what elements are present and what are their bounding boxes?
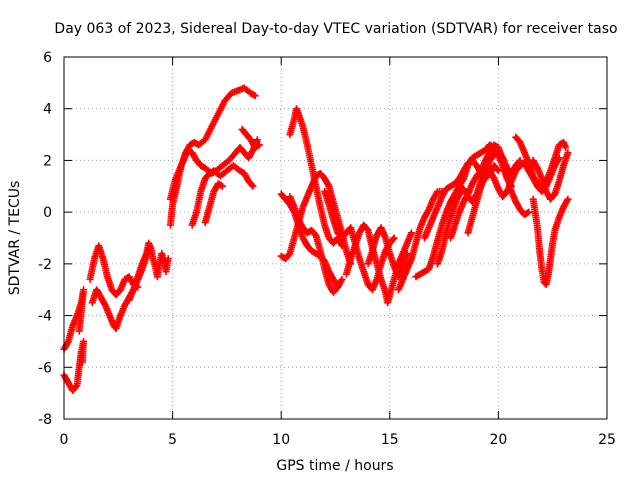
y-tick-label: -2 (38, 257, 52, 273)
data-point (248, 181, 256, 189)
y-tick-label: 4 (43, 102, 52, 118)
x-tick-label: 15 (381, 432, 399, 448)
data-point (494, 167, 502, 175)
data-point (564, 195, 572, 203)
data-point (408, 229, 416, 237)
data-point (564, 149, 572, 157)
data-point (254, 142, 262, 150)
x-tick-label: 0 (60, 432, 69, 448)
data-point (390, 234, 398, 242)
y-tick-label: -8 (38, 412, 52, 428)
axes: 0 5 10 15 20 25 -8 -6 -4 -2 0 2 4 6 (38, 50, 616, 448)
y-axis-label: SDTVAR / TECUs (7, 181, 23, 296)
data-point (389, 235, 397, 243)
series-track-15 (321, 187, 398, 294)
y-tick-label: 6 (43, 50, 52, 66)
data-point (250, 91, 258, 99)
data-point (78, 358, 86, 366)
data-point (523, 209, 531, 217)
series-track-13 (286, 105, 346, 250)
plot-frame (63, 56, 608, 420)
series-track-12 (277, 169, 355, 268)
data-point (164, 255, 172, 263)
x-tick-label: 25 (598, 432, 616, 448)
data-point (493, 165, 501, 173)
y-tick-label: 0 (43, 205, 52, 221)
x-tick-label: 20 (489, 432, 507, 448)
data-point (525, 208, 533, 216)
data-point (255, 141, 263, 149)
data-point (253, 136, 261, 144)
data-point (219, 182, 227, 190)
chart-title: Day 063 of 2023, Sidereal Day-to-day VTE… (54, 21, 617, 37)
data-point (403, 250, 411, 258)
series-track-18 (394, 187, 446, 294)
data-point (72, 383, 80, 391)
series-track-8 (188, 162, 257, 229)
series-track-17 (364, 224, 411, 281)
series-track-26 (525, 149, 572, 203)
series-track-10 (238, 125, 263, 151)
data-point (75, 327, 83, 335)
series-track-5 (125, 239, 172, 304)
y-tick-label: -6 (38, 360, 52, 376)
y-tick-label: 2 (43, 153, 52, 169)
series-track-14 (286, 193, 346, 296)
grid (64, 57, 607, 419)
data-series (60, 84, 572, 395)
data-point (249, 182, 257, 190)
data-point (338, 275, 346, 283)
x-tick-label: 5 (168, 432, 177, 448)
series-track-9 (201, 180, 227, 226)
data-point (562, 144, 570, 151)
data-point (251, 92, 259, 100)
series-track-3 (86, 242, 142, 299)
y-tick-label: -4 (38, 309, 52, 325)
data-point (217, 181, 225, 189)
series-track-2 (60, 337, 88, 395)
series-track-22 (447, 141, 533, 242)
x-tick-label: 10 (272, 432, 290, 448)
series-track-1 (60, 286, 88, 353)
x-axis-label: GPS time / hours (276, 458, 393, 474)
data-point (338, 242, 346, 250)
series-track-25 (529, 195, 572, 289)
